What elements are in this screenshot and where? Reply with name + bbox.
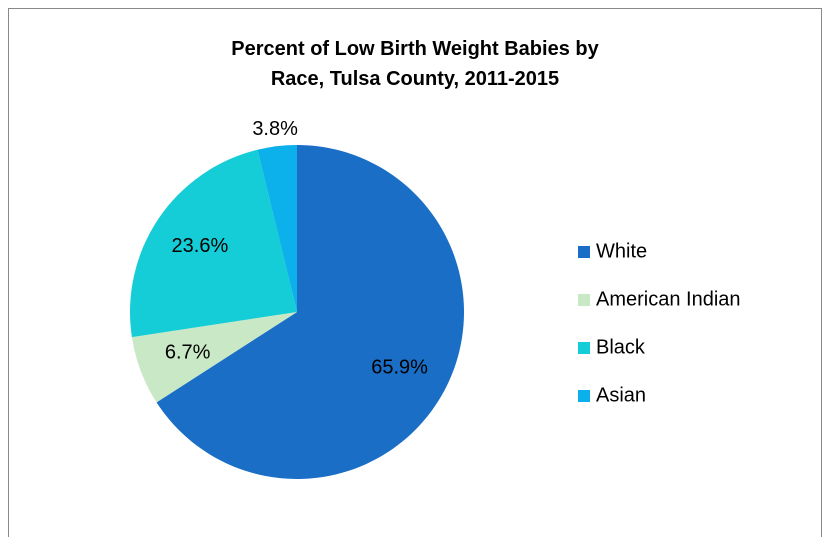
legend-label: White — [596, 240, 647, 262]
pie-slice — [131, 312, 297, 403]
legend-label: American Indian — [596, 288, 741, 310]
legend-label: Black — [596, 336, 646, 358]
pie-slice — [156, 145, 465, 480]
data-label: 3.8% — [252, 118, 298, 140]
legend-swatch — [578, 246, 590, 258]
legend-swatch — [578, 390, 590, 402]
data-label: 65.9% — [371, 356, 428, 378]
pie-slice — [257, 145, 297, 312]
chart-title: Percent of Low Birth Weight Babies by Ra… — [231, 38, 599, 90]
legend-swatch — [578, 294, 590, 306]
pie-slice — [130, 149, 297, 338]
legend-swatch — [578, 342, 590, 354]
data-label: 23.6% — [172, 235, 229, 257]
legend-label: Asian — [596, 384, 646, 406]
chart-border — [8, 8, 822, 537]
data-label: 6.7% — [165, 342, 211, 364]
